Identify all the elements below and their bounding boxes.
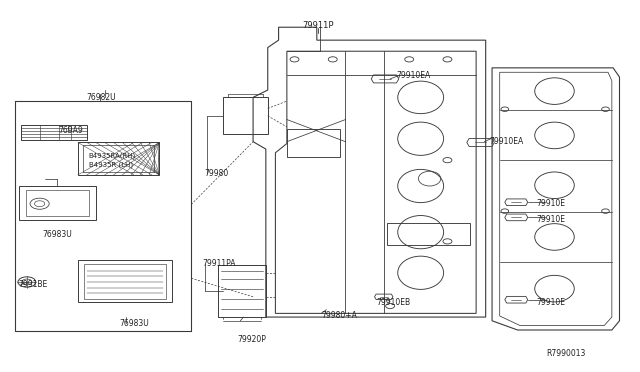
Text: 79920P: 79920P [237, 335, 266, 344]
Text: B4935RA(RH): B4935RA(RH) [89, 153, 136, 159]
Text: 769A9: 769A9 [59, 126, 83, 135]
Text: 79910E: 79910E [537, 298, 566, 307]
Text: 79910E: 79910E [537, 215, 566, 224]
Text: 79910EA: 79910EA [396, 71, 431, 80]
Text: 79910EB: 79910EB [376, 298, 410, 307]
Text: 7991BE: 7991BE [19, 280, 48, 289]
Text: 79980+A: 79980+A [321, 311, 357, 320]
Text: 79911P: 79911P [302, 21, 334, 30]
Text: 79911PA: 79911PA [202, 259, 236, 268]
Text: 79910EA: 79910EA [489, 137, 523, 146]
Text: 76983U: 76983U [119, 319, 149, 328]
Text: B4935R (LH): B4935R (LH) [89, 161, 133, 168]
Text: R7990013: R7990013 [546, 350, 586, 359]
Text: 79910E: 79910E [537, 199, 566, 208]
Text: 76982U: 76982U [86, 93, 116, 102]
Text: 76983U: 76983U [43, 230, 72, 239]
Text: 79980: 79980 [204, 169, 228, 177]
